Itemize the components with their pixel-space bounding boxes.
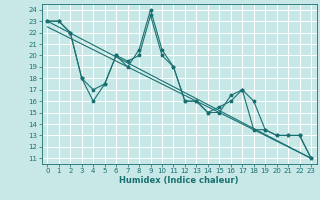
X-axis label: Humidex (Indice chaleur): Humidex (Indice chaleur) bbox=[119, 176, 239, 185]
